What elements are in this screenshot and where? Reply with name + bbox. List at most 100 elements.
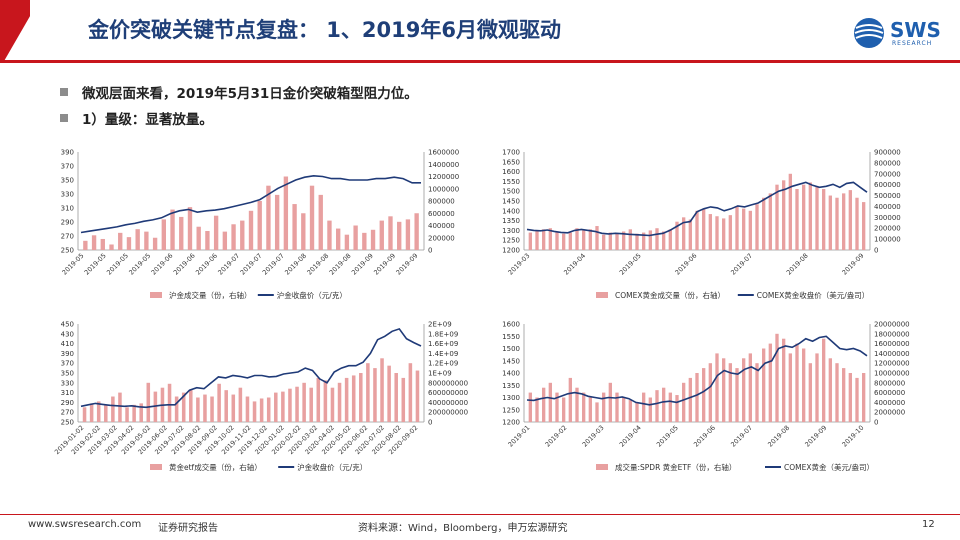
volume-bar (648, 230, 652, 250)
volume-bar (755, 363, 759, 422)
chart-shfe-gold: 250 270 290 310 330 350 370 390 0 200000 400000 600… (40, 140, 470, 310)
volume-bar (642, 392, 646, 422)
legend-label: COMEX黄金收盘价（美元/盎司） (757, 290, 870, 300)
bullet-square-icon (60, 114, 68, 122)
volume-bar (132, 404, 136, 422)
volume-bar (144, 231, 149, 250)
volume-bar (83, 240, 88, 250)
right-tick-label: 12000000 (874, 360, 910, 368)
left-tick-label: 1700 (502, 149, 520, 157)
volume-bar (248, 210, 254, 250)
bullet-2: 1）量级：显著放量。 (60, 108, 213, 128)
volume-bar (708, 363, 712, 422)
x-tick-label: 2019-07 (261, 252, 286, 277)
volume-bar (415, 370, 420, 422)
right-tick-label: 500000 (874, 192, 901, 200)
volume-bar (401, 377, 406, 422)
volume-bar (535, 230, 539, 250)
right-tick-label: 2E+09 (428, 321, 452, 329)
volume-bar (588, 229, 592, 250)
footer-website[interactable]: www.swsresearch.com (28, 519, 142, 530)
volume-bar (167, 383, 172, 422)
volume-bar (274, 194, 280, 250)
volume-bar (575, 228, 579, 250)
right-tick-label: 1.8E+09 (428, 330, 458, 338)
volume-bar (788, 173, 792, 250)
volume-bar (775, 184, 779, 250)
x-tick-label: 2019-03 (507, 252, 532, 277)
x-tick-label: 2019-09 (841, 252, 866, 277)
left-tick-label: 1600 (502, 321, 520, 329)
left-tick-label: 330 (61, 379, 74, 387)
left-tick-label: 1200 (502, 247, 520, 255)
left-tick-label: 1400 (502, 370, 520, 378)
volume-bar (316, 377, 321, 422)
right-tick-label: 200000 (874, 225, 901, 233)
volume-bar (755, 204, 759, 250)
x-tick-label: 2019-04 (618, 424, 643, 449)
left-tick-label: 310 (61, 389, 74, 397)
volume-bar (139, 403, 143, 422)
x-tick-label: 2019-09 (372, 252, 397, 277)
volume-bar (575, 387, 579, 422)
x-tick-label: 2019-09 (395, 252, 420, 277)
right-tick-label: 300000 (874, 214, 901, 222)
left-tick-label: 430 (61, 330, 74, 338)
volume-bar (828, 358, 832, 422)
legend-label: 沪金成交量（份，右轴） (169, 290, 252, 300)
left-tick-label: 1600 (502, 168, 520, 176)
right-tick-label: 0 (874, 419, 878, 427)
volume-bar (568, 377, 572, 422)
right-tick-label: 900000 (874, 149, 901, 157)
volume-bar (295, 386, 299, 422)
volume-bar (715, 216, 719, 250)
x-tick-label: 2019-06 (172, 252, 197, 277)
x-tick-label: 2019-05 (618, 252, 643, 277)
left-tick-label: 1500 (502, 188, 520, 196)
bullet-text: 微观层面来看，2019年5月31日金价突破箱型阻力位。 (82, 86, 418, 102)
volume-bar (91, 235, 97, 250)
volume-bar (414, 213, 419, 250)
volume-bar (359, 373, 363, 422)
volume-bar (196, 226, 201, 250)
volume-bar (344, 377, 349, 422)
price-line (80, 174, 421, 234)
right-tick-label: 0 (428, 419, 432, 427)
volume-bar (238, 387, 243, 422)
left-tick-label: 330 (61, 191, 74, 199)
volume-bar (842, 193, 846, 250)
volume-bar (205, 231, 210, 250)
x-tick-label: 2019-07 (729, 424, 754, 449)
right-tick-label: 700000 (874, 170, 901, 178)
left-tick-label: 310 (61, 205, 74, 213)
volume-bar (161, 219, 166, 250)
volume-bar (528, 392, 532, 422)
x-tick-label: 2019-09 (803, 424, 828, 449)
volume-bar (189, 390, 193, 422)
volume-bar (217, 383, 221, 422)
volume-bar (855, 197, 859, 250)
volume-bar (708, 214, 712, 250)
right-tick-label: 1200000 (428, 173, 459, 181)
left-tick-label: 1250 (502, 406, 520, 414)
right-tick-label: 10000000 (874, 370, 910, 378)
left-tick-label: 290 (61, 219, 74, 227)
x-tick-label: 2019-06 (692, 424, 717, 449)
right-tick-label: 0 (874, 247, 878, 255)
left-tick-label: 390 (61, 350, 74, 358)
legend-bar-swatch (596, 292, 608, 298)
right-tick-label: 100000 (874, 236, 901, 244)
chart-gold-etf: 250 270 290 310 330 350 370 390 410 430 450 0 200000… (40, 312, 470, 482)
left-tick-label: 1250 (502, 237, 520, 245)
bullet-text: 1）量级：显著放量。 (82, 112, 213, 128)
volume-bar (635, 233, 639, 250)
footer-label: 证券研究报告 (158, 523, 218, 534)
volume-bar (100, 238, 105, 250)
volume-bar (742, 358, 746, 422)
volume-bar (337, 382, 342, 422)
right-tick-label: 600000 (428, 210, 455, 218)
volume-bar (648, 397, 652, 422)
left-tick-label: 370 (61, 163, 74, 171)
volume-bar (179, 216, 184, 250)
left-tick-label: 1300 (502, 227, 520, 235)
